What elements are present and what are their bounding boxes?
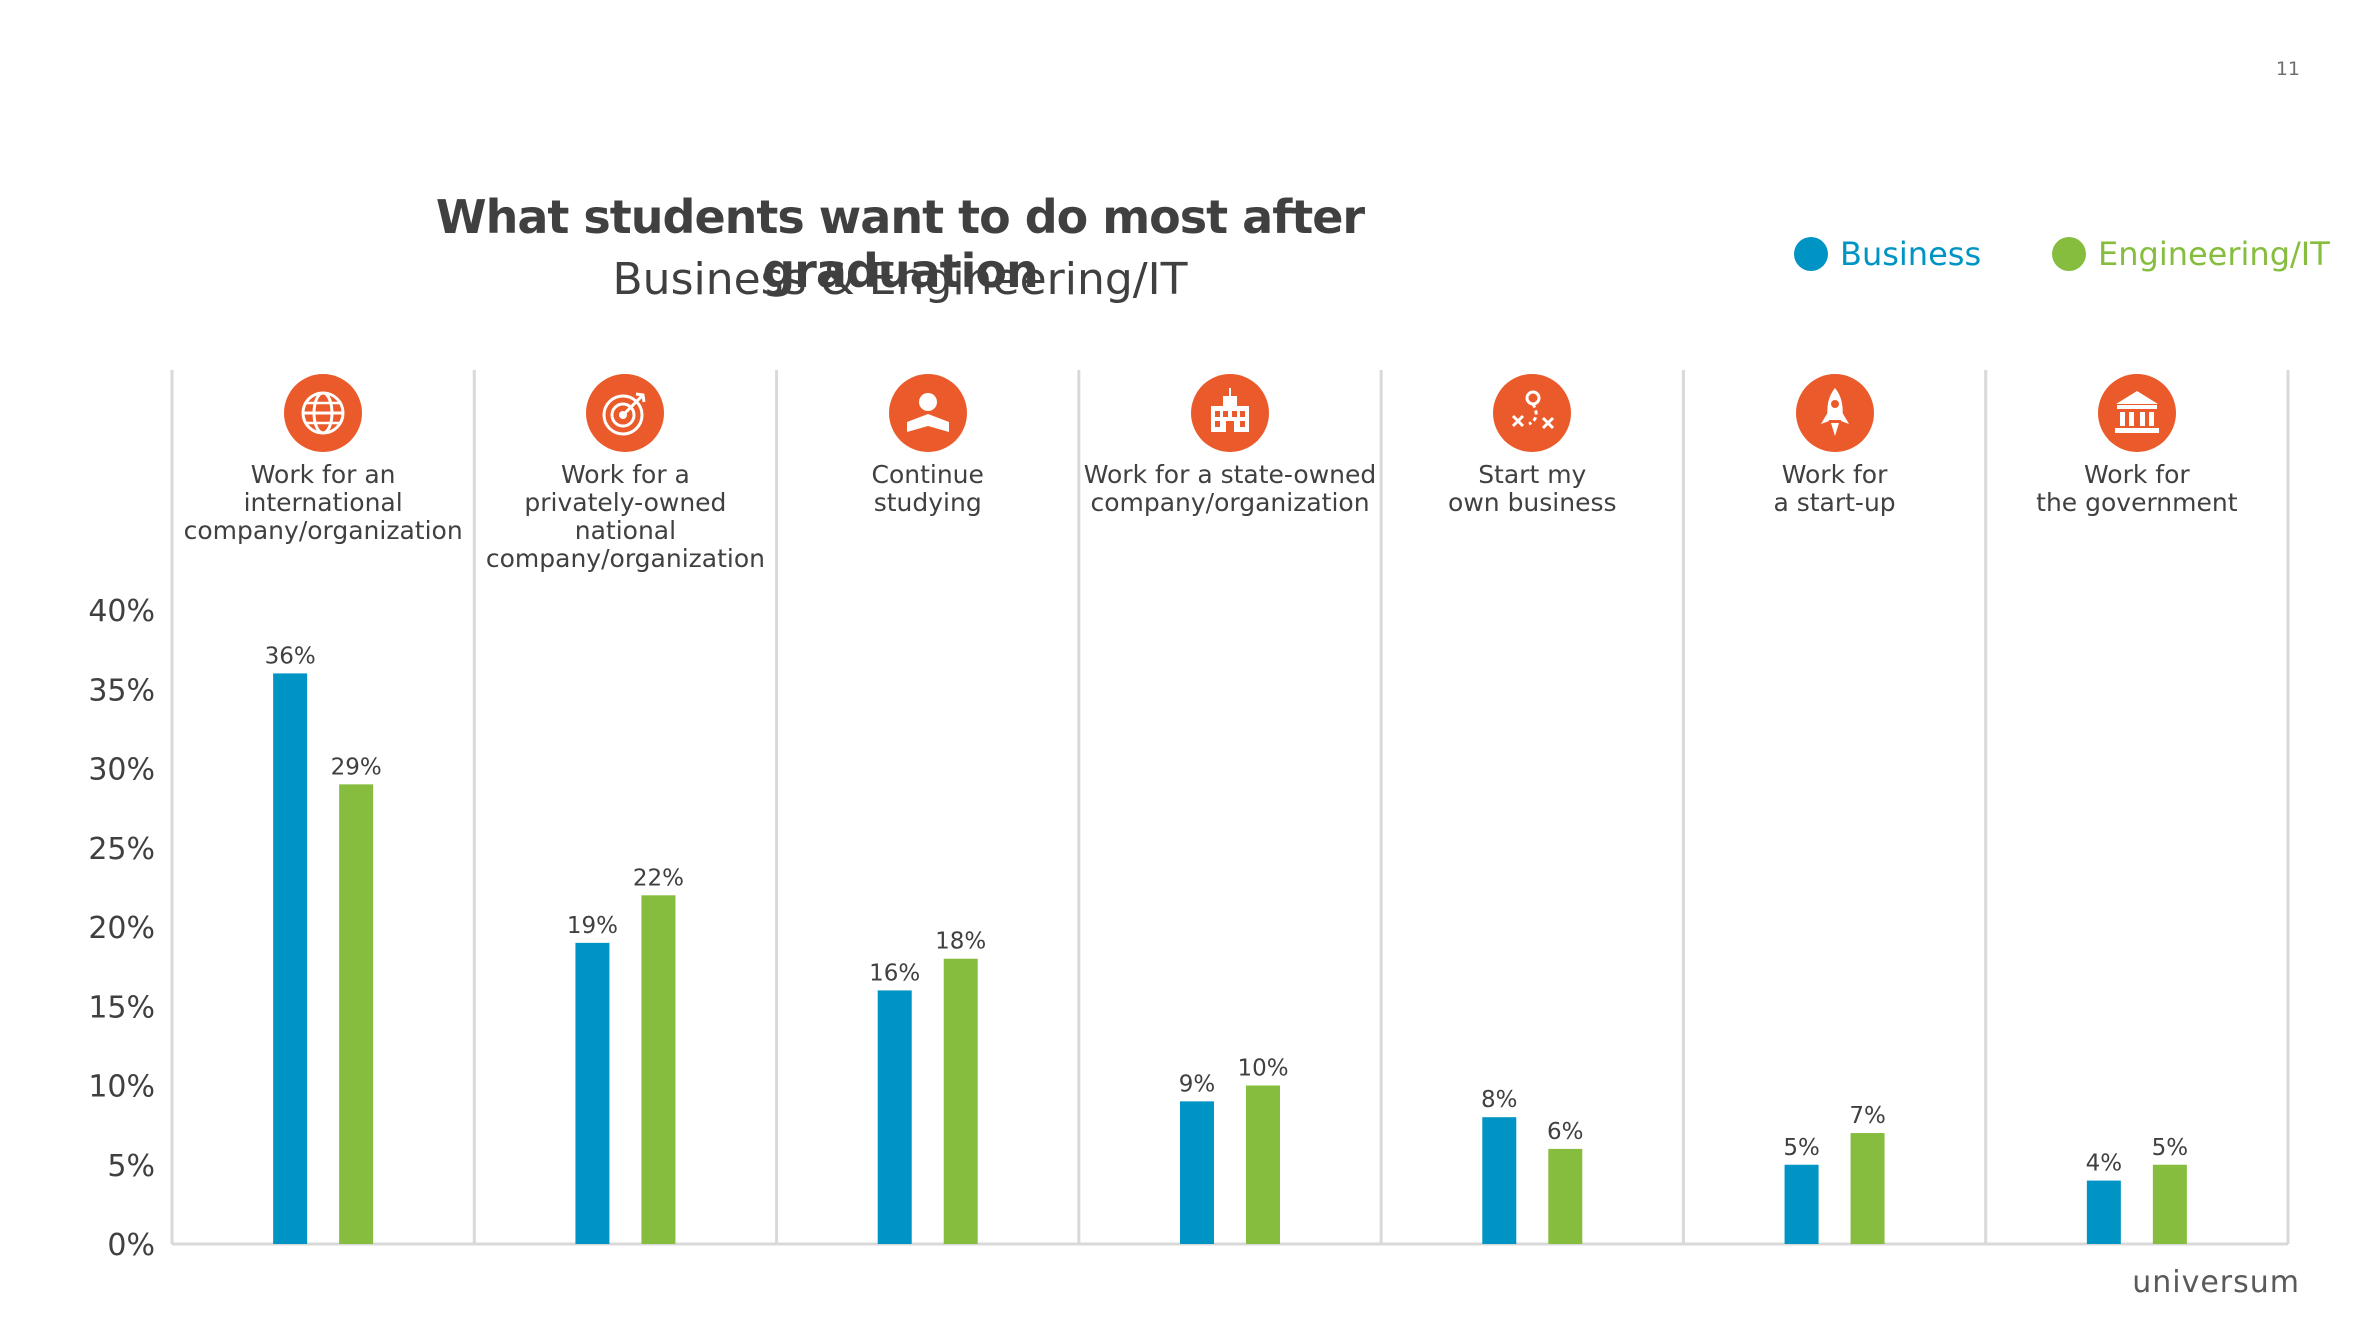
category-label-line: Work for a state-owned: [1083, 460, 1377, 489]
bar-business: [273, 673, 308, 1244]
category-label-line: Start my: [1478, 460, 1587, 489]
category-label: Work for a privately-owned national compan…: [477, 461, 773, 573]
bar-engineering: [1246, 1085, 1280, 1244]
legend-label-engineering: Engineering/IT: [2098, 235, 2330, 273]
y-tick-label: 10%: [88, 1070, 155, 1105]
chart-title: What students want to do most after grad…: [435, 190, 1365, 298]
data-label: 36%: [265, 643, 316, 669]
building-icon: [1191, 374, 1269, 452]
bar-business: [2086, 1180, 2121, 1244]
data-label: 16%: [869, 960, 920, 986]
y-tick-label: 5%: [107, 1149, 155, 1184]
data-label: 6%: [1547, 1119, 1584, 1145]
data-label: 10%: [1237, 1056, 1288, 1082]
category-label-line: Work for a: [560, 460, 690, 489]
bar-engineering: [1548, 1148, 1583, 1244]
target-icon: [586, 374, 665, 452]
category-label: Start my own business: [1384, 461, 1680, 517]
y-tick-label: 20%: [88, 911, 155, 946]
category-label-line: a start-up: [1773, 488, 1896, 517]
legend-label-business: Business: [1840, 235, 1982, 273]
y-tick-label: 40%: [88, 594, 155, 629]
chart-subtitle: Business & Engineering/IT: [612, 254, 1188, 305]
category-label-line: Work for: [1781, 460, 1888, 489]
data-label: 7%: [1849, 1103, 1886, 1129]
bar-engineering: [1850, 1133, 1885, 1244]
category-label: Work for the government: [1989, 461, 2285, 517]
category-label: Work for a start-up: [1687, 461, 1983, 517]
y-tick-label: 0%: [107, 1228, 155, 1263]
rocket-icon: [1795, 374, 1874, 452]
category-label-line: company/organization: [1090, 488, 1370, 517]
category-label-line: studying: [873, 488, 982, 517]
globe-icon: [284, 374, 363, 452]
y-tick-label: 25%: [88, 832, 155, 867]
category-label: Work for a state-owned company/organizati…: [1082, 461, 1378, 517]
category-label-line: Work for an international: [243, 460, 403, 517]
legend-item-business: Business: [1794, 232, 1981, 276]
bar-business: [575, 942, 610, 1244]
bar-business: [1180, 1101, 1214, 1244]
y-tick-label: 15%: [88, 990, 155, 1025]
y-tick-label: 30%: [88, 753, 155, 788]
bar-business: [1482, 1117, 1517, 1244]
student-icon: [888, 374, 967, 452]
bar-engineering: [943, 958, 978, 1244]
bar-business: [877, 990, 912, 1244]
category-label-line: Continue: [871, 460, 984, 489]
bar-business: [1784, 1164, 1819, 1244]
category-label-line: own business: [1448, 488, 1617, 517]
bar-engineering: [2152, 1164, 2187, 1244]
page-number: 11: [2275, 58, 2300, 80]
data-label: 22%: [633, 865, 684, 891]
category-label-line: privately-owned national: [524, 488, 727, 545]
data-label: 5%: [2152, 1135, 2189, 1161]
legend-item-engineering: Engineering/IT: [2052, 232, 2330, 276]
universum-logo: universum: [2132, 1265, 2300, 1300]
bar-engineering: [641, 895, 676, 1244]
category-label-line: company/organization: [485, 544, 765, 573]
data-label: 8%: [1481, 1087, 1518, 1113]
category-label: Work for an international company/organiz…: [175, 461, 471, 545]
legend-swatch-engineering: [2052, 237, 2086, 271]
y-tick-label: 35%: [88, 673, 155, 708]
legend-swatch-business: [1794, 237, 1828, 271]
category-label-line: company/organization: [183, 516, 463, 545]
data-label: 4%: [2086, 1151, 2123, 1177]
data-label: 9%: [1179, 1071, 1216, 1097]
category-label-line: the government: [2036, 488, 2238, 517]
data-label: 29%: [331, 754, 382, 780]
data-label: 18%: [935, 929, 986, 955]
data-label: 5%: [1783, 1135, 1820, 1161]
bar-engineering: [339, 784, 374, 1244]
government-icon: [2097, 374, 2176, 452]
data-label: 19%: [567, 913, 618, 939]
category-label: Continue studying: [780, 461, 1076, 517]
strategy-icon: [1493, 374, 1572, 452]
category-label-line: Work for: [2084, 460, 2190, 489]
